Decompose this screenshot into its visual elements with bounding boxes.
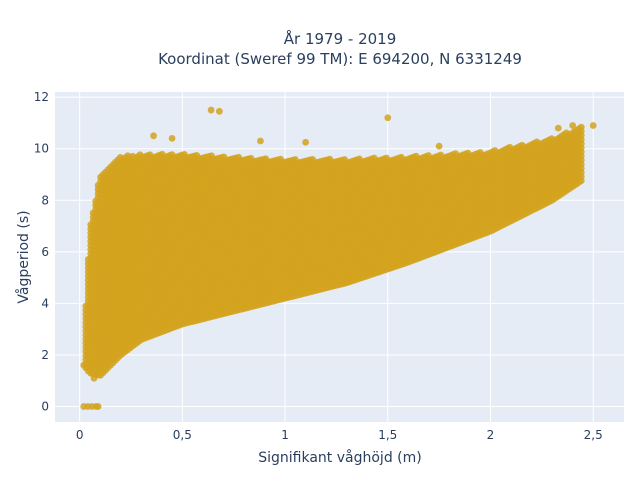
scatter-points (80, 106, 597, 410)
chart-title-line1: År 1979 - 2019 (283, 30, 397, 48)
chart-title-line2: Koordinat (Sweref 99 TM): E 694200, N 63… (158, 50, 522, 68)
